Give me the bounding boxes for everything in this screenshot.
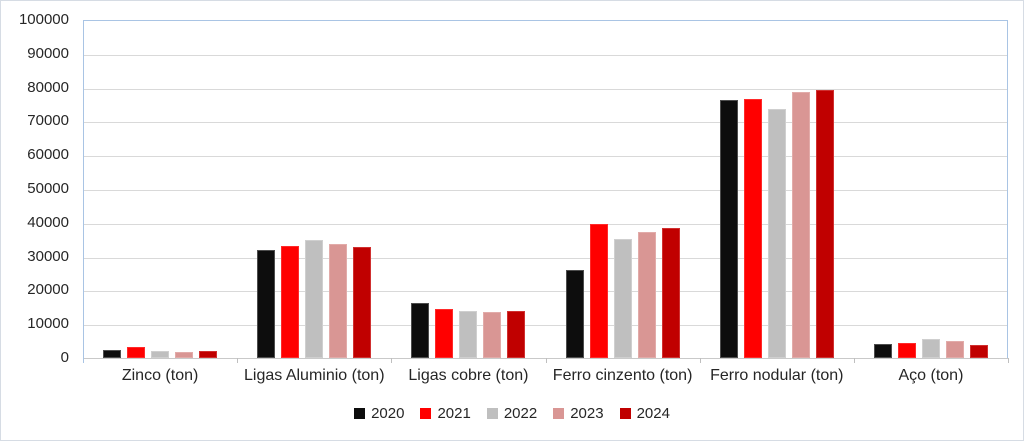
bar-2022-ferro-cinzento-ton (613, 239, 632, 358)
legend-marker-icon (354, 408, 366, 419)
x-axis-tick-0 (83, 358, 84, 363)
bar-group-ferro-nodular-ton (700, 20, 854, 358)
gridline-40000 (84, 223, 1007, 225)
bar-2021-ferro-cinzento-ton (589, 223, 608, 358)
bar-group-zinco-ton (83, 20, 237, 358)
legend-item-2021: 2021 (420, 405, 471, 422)
bar-2023-ligas-aluminio-ton (329, 244, 348, 358)
bar-2021-ligas-aluminio-ton (281, 245, 300, 358)
bar-group-ligas-cobre-ton (391, 20, 545, 358)
legend-label-2023: 2023 (570, 405, 604, 422)
y-tick-label-0: 0 (60, 349, 69, 366)
bar-2023-ferro-cinzento-ton (637, 231, 656, 358)
legend-label-2021: 2021 (437, 405, 471, 422)
x-axis-label-ferro-cinzento-ton: Ferro cinzento (ton) (552, 367, 693, 384)
legend-marker-icon (619, 408, 631, 419)
gridline-60000 (84, 156, 1007, 158)
bar-groups (83, 20, 1008, 358)
x-axis-tick-6 (1008, 358, 1009, 363)
legend-marker-icon (420, 408, 432, 419)
x-axis-labels: Zinco (ton) Ligas Aluminio (ton) Ligas cob… (83, 367, 1008, 385)
y-tick-label-80000: 80000 (27, 78, 69, 96)
bar-2024-zinco-ton (199, 351, 218, 358)
x-axis-label-zinco-ton: Zinco (ton) (121, 367, 199, 384)
bar-2021-zinco-ton (127, 347, 146, 358)
bar-2024-ligas-cobre-ton (507, 311, 526, 358)
bar-2020-a-o-ton (873, 344, 892, 358)
x-axis-label-ligas-cobre-ton: Ligas cobre (ton) (408, 367, 529, 384)
x-axis-tick-5 (853, 358, 855, 363)
y-tick-label-60000: 60000 (27, 146, 69, 164)
x-axis-tick-4 (699, 358, 701, 363)
bar-2023-zinco-ton (175, 351, 194, 358)
x-axis-label-a-o-ton: Aço (ton) (898, 367, 964, 384)
bar-2023-a-o-ton (945, 340, 964, 358)
legend-label-2022: 2022 (503, 405, 538, 422)
x-axis-label-ferro-nodular-ton: Ferro nodular (ton) (710, 367, 844, 384)
bar-2020-ferro-nodular-ton (719, 100, 738, 358)
bar-2020-ligas-aluminio-ton (257, 249, 276, 358)
x-axis-tick-3 (545, 358, 547, 363)
y-tick-label-90000: 90000 (27, 44, 69, 62)
bar-2020-ferro-cinzento-ton (565, 269, 584, 358)
y-tick-label-40000: 40000 (27, 213, 69, 231)
bar-group-ferro-cinzento-ton (546, 20, 700, 358)
bar-2023-ferro-nodular-ton (791, 91, 810, 358)
y-tick-label-10000: 10000 (27, 315, 69, 333)
gridline-10000 (84, 325, 1007, 327)
gridline-20000 (84, 291, 1007, 293)
legend-label-2024: 2024 (636, 405, 670, 422)
legend: 2020 2021 2022 2023 2024 (1, 405, 1023, 422)
x-axis-tick-2 (391, 358, 393, 363)
gridline-70000 (84, 122, 1007, 124)
legend-marker-icon (553, 408, 565, 419)
gridline-80000 (84, 88, 1007, 90)
legend-label-2020: 2020 (371, 405, 405, 422)
bar-2024-ligas-aluminio-ton (353, 247, 372, 358)
y-tick-label-70000: 70000 (27, 112, 69, 130)
legend-item-2022: 2022 (486, 405, 538, 422)
bar-2023-ligas-cobre-ton (483, 312, 502, 358)
bar-2024-ferro-cinzento-ton (661, 227, 680, 358)
legend-item-2024: 2024 (619, 405, 670, 422)
bar-2022-a-o-ton (921, 338, 940, 358)
legend-item-2020: 2020 (354, 405, 404, 422)
bar-group-ligas-aluminio-ton (237, 20, 391, 358)
bar-2024-ferro-nodular-ton (815, 89, 834, 358)
legend-marker-icon (486, 408, 498, 419)
bar-2022-ligas-aluminio-ton (305, 240, 324, 358)
y-tick-label-30000: 30000 (27, 247, 69, 265)
bar-2022-zinco-ton (151, 350, 170, 358)
x-axis-label-ligas-aluminio-ton: Ligas Aluminio (ton) (244, 367, 385, 384)
bar-2021-a-o-ton (897, 342, 916, 358)
bar-2020-zinco-ton (103, 349, 122, 358)
gridline-50000 (84, 190, 1007, 191)
gridline-30000 (84, 257, 1007, 259)
y-tick-label-100000: 100000 (18, 11, 69, 28)
plot-area (83, 20, 1008, 358)
x-axis-tick-1 (237, 358, 239, 363)
y-tick-label-50000: 50000 (27, 180, 69, 197)
gridline-90000 (84, 54, 1007, 56)
bar-2021-ligas-cobre-ton (435, 308, 454, 358)
bar-2024-a-o-ton (969, 345, 988, 358)
legend-item-2023: 2023 (553, 405, 604, 422)
bar-group-a-o-ton (854, 20, 1008, 358)
bar-2021-ferro-nodular-ton (743, 98, 762, 358)
bar-2020-ligas-cobre-ton (411, 303, 430, 358)
bar-2022-ligas-cobre-ton (459, 310, 478, 358)
bar-2022-ferro-nodular-ton (767, 108, 786, 358)
y-tick-label-20000: 20000 (27, 281, 69, 299)
